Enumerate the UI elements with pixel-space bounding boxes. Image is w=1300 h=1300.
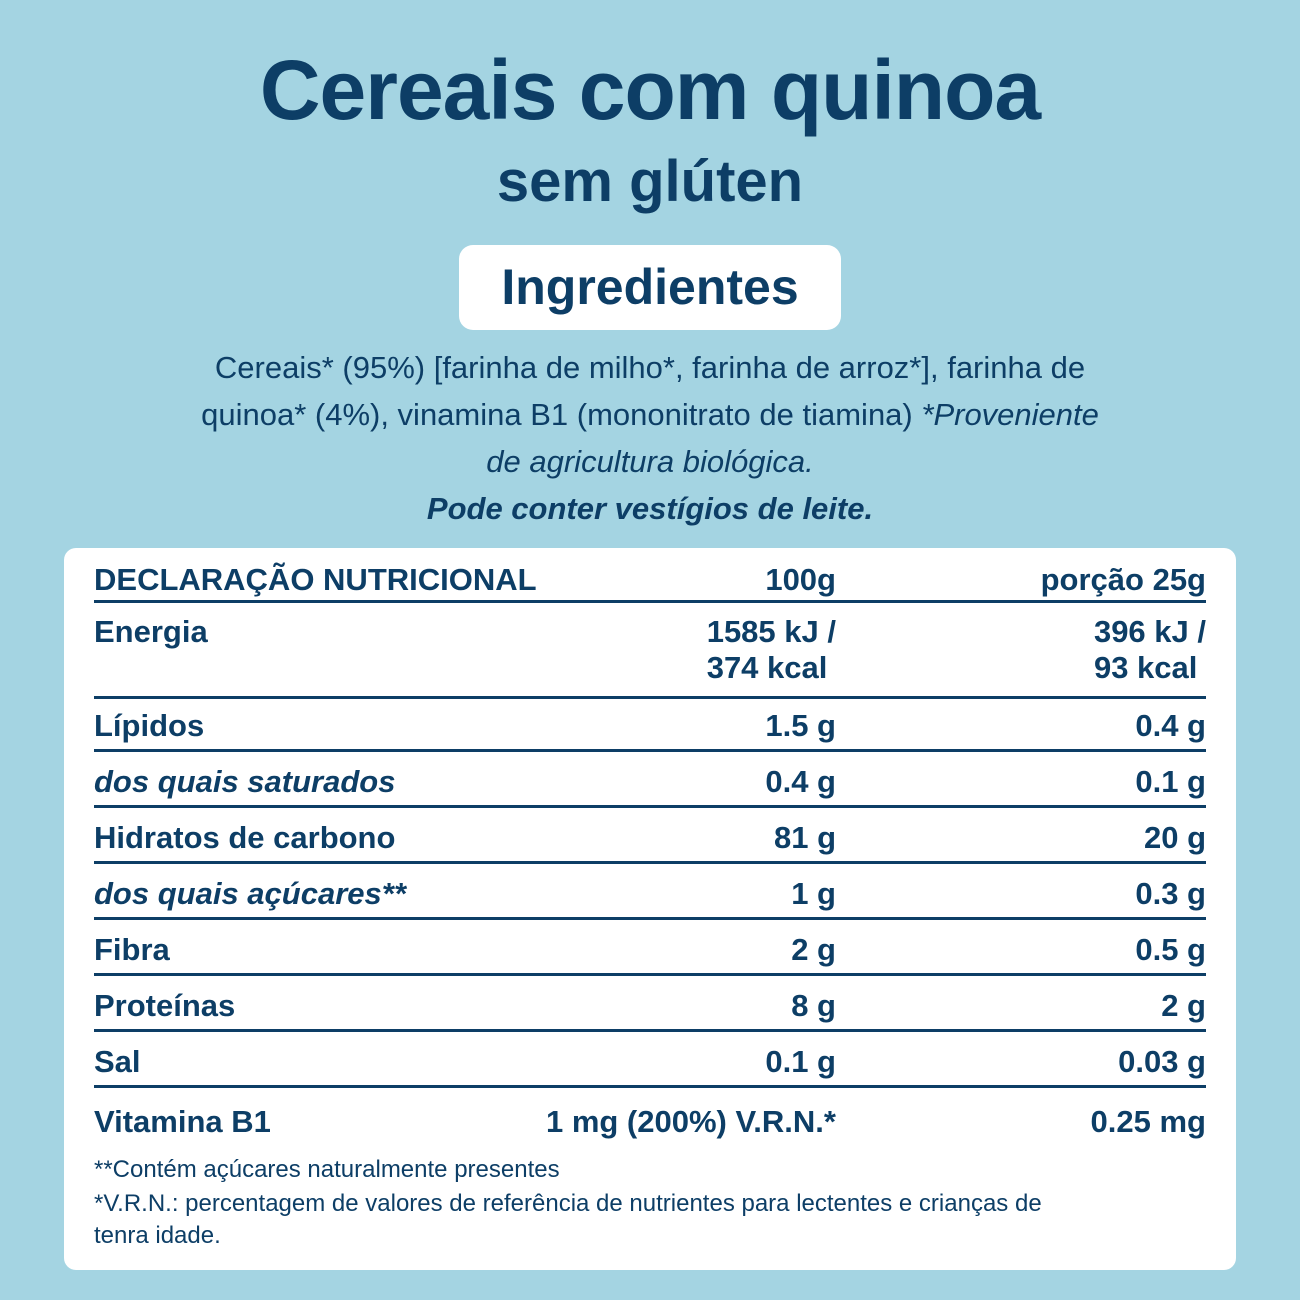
value-line: 93 kcal [1093,650,1198,685]
value-cell: 1 g [791,876,836,911]
value-cell: 0.1 g [1135,764,1206,799]
nutrition-table: DECLARAÇÃO NUTRICIONAL 100g porção 25g Ener… [64,548,1236,1270]
value-cell: 0.5 g [1135,932,1206,967]
value-cell: 396 kJ /93 kcal [836,614,1206,696]
vitamin-row: Vitamina B1 1 mg (200%) V.R.N.* 0.25 mg [94,1104,1206,1144]
value-stack: 1585 kJ /374 kcal [707,614,836,686]
value-cell: 81 g [773,820,836,855]
header-cell: 100g [765,562,836,597]
value-cell: 2 g [791,932,836,967]
value-cell: 0.3 g [1135,876,1206,911]
row-label: dos quais saturados [94,764,396,799]
value-cell: 1.5 g [765,708,836,743]
nutrient-row: Sal 0.1 g 0.03 g [94,1044,1206,1088]
value-cell: 1585 kJ /374 kcal [654,614,836,696]
energy-row: Energia 1585 kJ /374 kcal 396 kJ /93 kcal [94,614,1206,699]
row-label: Proteínas [94,988,236,1023]
value-cell: 1 mg (200%) V.R.N.* [545,1104,836,1139]
ingredients-text: Cereais* (95%) [farinha de milho*, farin… [201,350,1086,432]
subtitle: sem glúten [496,149,804,214]
nutrient-row: Proteínas 8 g 2 g [94,988,1206,1032]
row-label: Lípidos [94,708,205,743]
value-line: 396 kJ / [1093,614,1206,649]
nutrient-row: dos quais açúcares** 1 g 0.3 g [94,876,1206,920]
header-cell: DECLARAÇÃO NUTRICIONAL [94,562,537,597]
footnote: *V.R.N.: percentagem de valores de refer… [94,1190,1042,1249]
value-cell: 8 g [791,988,836,1023]
row-label: Sal [94,1044,141,1079]
title: Cereais com quinoa [259,43,1041,137]
value-line: 1585 kJ / [706,614,836,649]
footnote: **Contém açúcares naturalmente presentes [94,1156,560,1183]
ingredients-heading: Ingredientes [459,245,841,330]
value-cell: 20 g [1143,820,1206,855]
nutrient-row: dos quais saturados 0.4 g 0.1 g [94,764,1206,808]
value-cell: 2 g [1161,988,1206,1023]
ingredients-note: *Proveniente de agricultura biológica. [486,397,1099,479]
table-header: DECLARAÇÃO NUTRICIONAL 100g porção 25g [94,562,1206,603]
ingredients: Cereais* (95%) [farinha de milho*, farin… [180,344,1120,532]
value-cell: 0.25 mg [1090,1104,1206,1139]
value-cell: 0.1 g [765,1044,836,1079]
row-label: Energia [94,614,208,649]
value-stack: 396 kJ /93 kcal [1094,614,1206,686]
row-label: Fibra [94,932,170,967]
allergen-warning: Pode conter vestígios de leite. [426,491,874,526]
value-line: 374 kcal [706,650,828,685]
header-cell: porção 25g [1040,562,1206,597]
row-label: Vitamina B1 [94,1104,271,1139]
value-cell: 0.03 g [1118,1044,1206,1079]
nutrient-row: Fibra 2 g 0.5 g [94,932,1206,976]
nutrient-row: Hidratos de carbono 81 g 20 g [94,820,1206,864]
row-label: dos quais açúcares** [94,876,406,911]
value-cell: 0.4 g [765,764,836,799]
value-cell: 0.4 g [1135,708,1206,743]
nutrient-row: Lípidos 1.5 g 0.4 g [94,708,1206,752]
row-label: Hidratos de carbono [94,820,396,855]
